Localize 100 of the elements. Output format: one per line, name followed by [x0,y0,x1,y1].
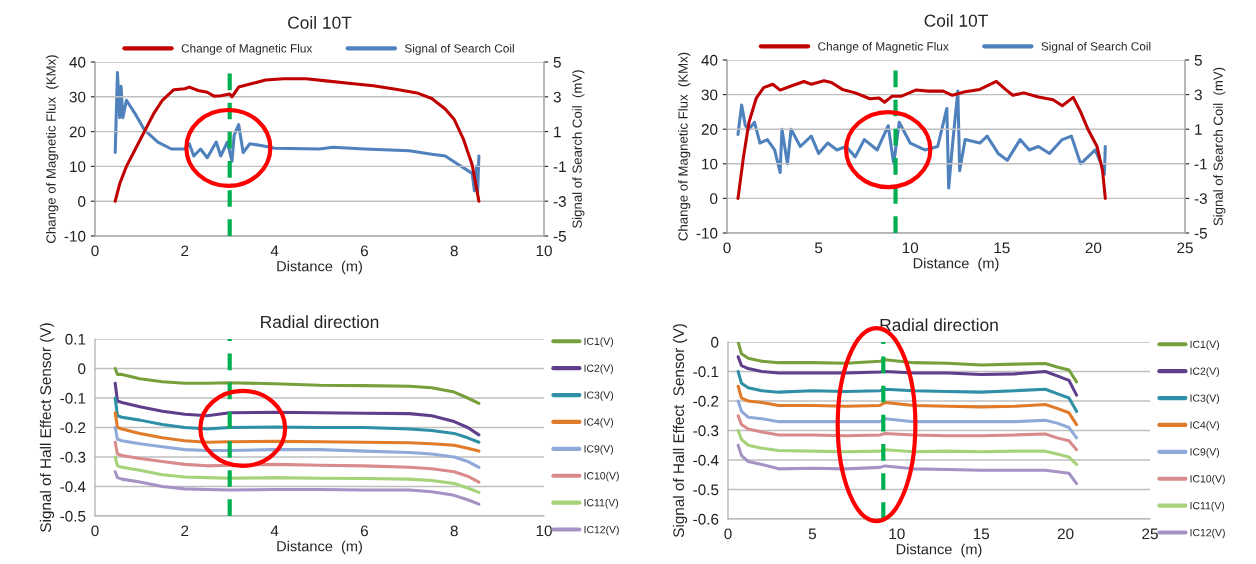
line-series [736,384,1079,427]
x-tick-label: 8 [450,245,458,257]
legend-label: IC9(V) [1190,447,1220,458]
x-tick-label: 15 [973,528,990,540]
y-tick-label: 10 [70,161,86,173]
line-series [113,396,481,444]
line-series [113,440,481,484]
y-axis-title: Change of Magnetic Flux (KMx) [678,52,691,241]
x-tick-label: 5 [814,242,823,254]
x-axis-title: Distance (m) [896,543,982,558]
y2-tick-label: 3 [1194,89,1202,101]
y-tick-label: 0 [711,336,719,348]
y2-tick-label: 3 [553,91,561,103]
legend-label: IC4(V) [584,418,614,428]
y-tick-label: -10 [64,230,86,242]
x-tick-label: 8 [450,525,458,537]
y2-tick-label: 5 [1194,55,1202,66]
line-series [113,470,481,506]
chart-title: Coil 10T [924,14,988,27]
y-tick-label: -0.2 [60,422,86,434]
x-tick-label: 2 [181,525,189,537]
y2-tick-label: 5 [553,57,561,68]
legend-label: IC2(V) [584,364,614,374]
y-axis-title: Change of Magnetic Flux (KMx) [46,55,59,243]
x-tick-label: 4 [270,525,279,537]
y-tick-label: -0.1 [693,366,719,378]
line-series [736,428,1079,466]
y-tick-label: -0.1 [60,392,86,404]
x-tick-label: 6 [360,245,368,257]
y2-axis-title: Signal of Search Coil (mV) [1213,67,1226,226]
y2-tick-label: -3 [553,196,566,207]
x-tick-label: 25 [1177,242,1193,254]
x-tick-label: 10 [889,528,905,540]
x-tick-label: 5 [808,528,817,540]
x-axis-title: Distance (m) [277,260,362,275]
y-tick-label: 20 [69,126,86,138]
chart-title: Radial direction [880,318,998,332]
y-tick-label: 30 [701,89,718,101]
x-tick-label: 10 [536,245,552,257]
legend-label: IC2(V) [1190,367,1220,377]
line-series [736,79,1107,200]
y-tick-label: -0.6 [693,513,719,525]
legend-label: IC11(V) [584,498,619,509]
line-series [113,381,481,437]
x-tick-label: 4 [270,245,279,257]
x-tick-label: 0 [723,242,731,254]
y-tick-label: -0.4 [693,454,719,466]
line-series [736,414,1079,452]
y-tick-label: -0.3 [60,451,86,463]
x-tick-label: 10 [902,242,919,254]
legend-label: IC3(V) [584,391,614,401]
line-series [113,366,481,405]
y2-tick-label: 1 [554,126,561,138]
x-tick-label: 25 [1142,528,1158,540]
y-tick-label: -10 [696,227,718,239]
y-axis-title: Signal of Hall Effect Sensor (V) [39,323,55,532]
y2-tick-label: -5 [1194,228,1207,239]
y2-axis-title: Signal of Search Coil (mV) [572,70,585,228]
legend-label: IC4(V) [1190,421,1220,431]
line-series [736,355,1079,397]
x-tick-label: 2 [181,245,189,257]
y-tick-label: 0 [710,193,718,205]
legend-label: IC12(V) [1190,528,1225,539]
y-tick-label: 30 [69,91,86,103]
x-tick-label: 6 [360,525,368,537]
x-tick-label: 10 [536,525,552,537]
legend-label: IC10(V) [584,471,619,482]
legend-label: IC11(V) [1190,501,1225,512]
y-tick-label: -0.2 [693,395,719,407]
y2-tick-label: -1 [553,161,566,172]
chart-title: Coil 10T [288,16,352,29]
y2-tick-label: -5 [553,231,566,242]
legend-label: IC10(V) [1190,474,1225,485]
legend-label: IC9(V) [584,444,614,455]
y-tick-label: 0 [78,196,86,207]
line-series [736,443,1079,486]
x-tick-label: 0 [91,525,99,537]
line-series [736,399,1079,440]
y2-tick-label: -1 [1194,158,1207,170]
y-tick-label: 0.1 [65,333,86,345]
line-series [113,411,481,453]
line-series [736,342,1079,384]
y-tick-label: -0.5 [693,484,719,496]
legend-label: Change of Magnetic Flux [818,41,949,53]
y-tick-label: -0.3 [693,425,719,437]
y-tick-label: 40 [701,54,718,66]
line-series [113,455,481,494]
legend-label: IC1(V) [1190,340,1220,351]
legend-label: Change of Magnetic Flux [181,43,313,55]
y-tick-label: -0.4 [60,481,86,493]
x-tick-label: 0 [91,245,99,257]
line-series [736,369,1079,413]
y-tick-label: 0 [78,363,86,375]
line-series [736,89,1107,190]
y-tick-label: 20 [701,124,718,135]
legend-label: IC12(V) [584,525,619,536]
x-axis-title: Distance (m) [277,540,362,555]
legend-label: Signal of Search Coil [404,43,514,55]
legend-label: Signal of Search Coil [1041,41,1151,53]
y2-tick-label: 1 [1195,124,1202,135]
